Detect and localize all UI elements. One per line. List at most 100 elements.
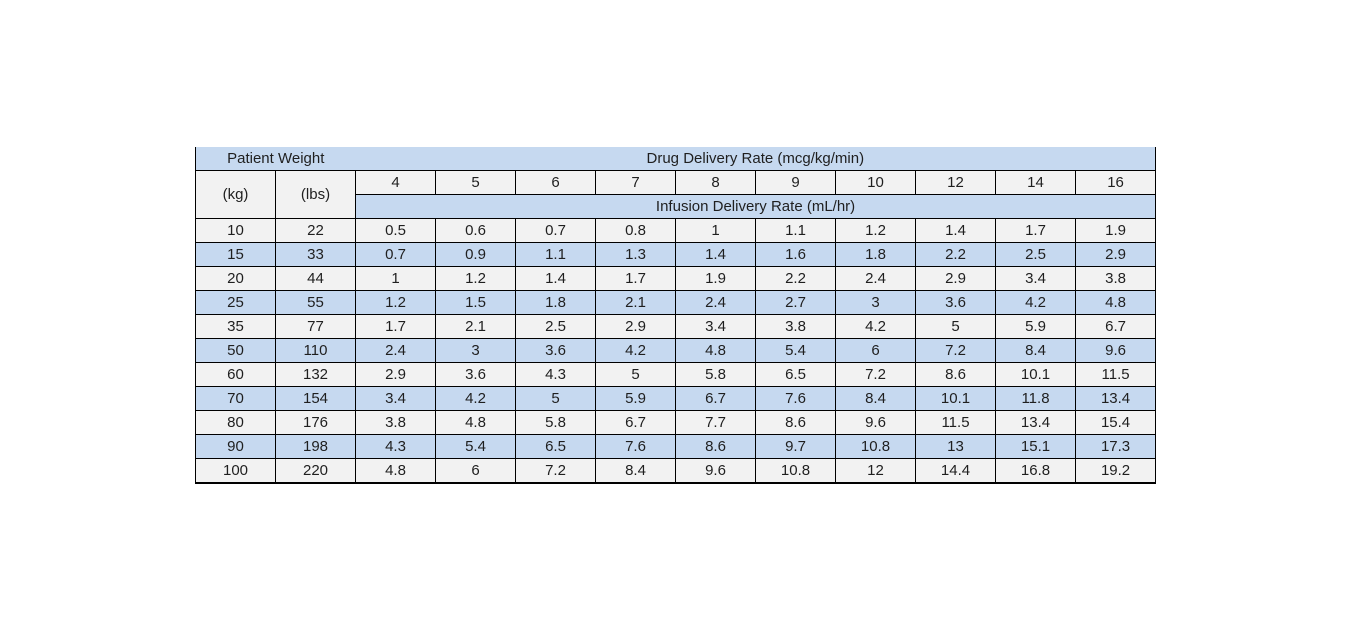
table-row: 15 33 0.7 0.9 1.1 1.3 1.4 1.6 1.8 2.2 2.5 2.9 (195, 242, 1157, 267)
infusion-rate-cell: 11.8 (995, 386, 1076, 411)
infusion-rate-cell: 6.7 (595, 410, 676, 435)
infusion-rate-cell: 1.2 (355, 290, 436, 315)
infusion-rate-cell: 6.5 (515, 434, 596, 459)
infusion-rate-cell: 3.8 (1074, 266, 1157, 291)
infusion-rate-cell: 9.6 (1074, 338, 1157, 363)
infusion-rate-cell: 2.4 (675, 290, 756, 315)
rate-column-header: 16 (1074, 170, 1157, 195)
infusion-rate-cell: 1.7 (595, 266, 676, 291)
infusion-rate-cell: 1.3 (595, 242, 676, 267)
infusion-rate-cell: 3.6 (915, 290, 996, 315)
infusion-rate-cell: 1.9 (1074, 218, 1157, 243)
infusion-rate-cell: 1.7 (995, 218, 1076, 243)
infusion-rate-cell: 0.5 (355, 218, 436, 243)
table-row: 25 55 1.2 1.5 1.8 2.1 2.4 2.7 3 3.6 4.2 4.8 (195, 290, 1157, 315)
infusion-rate-cell: 5 (515, 386, 596, 411)
table-header-row-infusion: Infusion Delivery Rate (mL/hr) (196, 194, 1157, 219)
infusion-rate-cell: 5.4 (435, 434, 516, 459)
infusion-rate-cell: 1.4 (515, 266, 596, 291)
rate-column-header: 4 (355, 170, 436, 195)
infusion-rate-cell: 5.8 (675, 362, 756, 387)
infusion-rate-cell: 5 (595, 362, 676, 387)
rate-column-header: 8 (675, 170, 756, 195)
infusion-rate-cell: 8.6 (755, 410, 836, 435)
infusion-rate-cell: 2.5 (515, 314, 596, 339)
infusion-delivery-rate-header: Infusion Delivery Rate (mL/hr) (354, 194, 1157, 219)
infusion-rate-cell: 1.4 (915, 218, 996, 243)
weight-kg-cell: 25 (195, 290, 276, 315)
infusion-rate-cell: 2.9 (1074, 242, 1157, 267)
weight-lbs-cell: 220 (275, 458, 356, 484)
infusion-rate-cell: 0.7 (355, 242, 436, 267)
infusion-rate-cell: 4.8 (1074, 290, 1157, 315)
infusion-rate-cell: 13.4 (1074, 386, 1157, 411)
infusion-rate-cell: 19.2 (1074, 458, 1157, 484)
infusion-rate-cell: 14.4 (915, 458, 996, 484)
drug-delivery-rate-header: Drug Delivery Rate (mcg/kg/min) (355, 147, 1157, 171)
infusion-rate-cell: 1.1 (755, 218, 836, 243)
weight-kg-cell: 80 (195, 410, 276, 435)
weight-lbs-cell: 132 (275, 362, 356, 387)
infusion-rate-cell: 3 (835, 290, 916, 315)
infusion-rate-cell: 4.2 (835, 314, 916, 339)
infusion-rate-cell: 11.5 (915, 410, 996, 435)
infusion-rate-cell: 1.5 (435, 290, 516, 315)
infusion-rate-cell: 5.8 (515, 410, 596, 435)
infusion-rate-cell: 2.9 (595, 314, 676, 339)
infusion-rate-cell: 8.4 (595, 458, 676, 484)
infusion-rate-cell: 0.8 (595, 218, 676, 243)
infusion-rate-cell: 10.1 (915, 386, 996, 411)
weight-lbs-cell: 22 (275, 218, 356, 243)
infusion-rate-cell: 2.9 (355, 362, 436, 387)
infusion-rate-cell: 2.4 (835, 266, 916, 291)
weight-kg-cell: 90 (195, 434, 276, 459)
weight-lbs-cell: 44 (275, 266, 356, 291)
lbs-column-header: (lbs) (275, 170, 356, 219)
weight-lbs-cell: 33 (275, 242, 356, 267)
weight-kg-cell: 100 (195, 458, 276, 484)
infusion-rate-cell: 2.9 (915, 266, 996, 291)
infusion-rate-cell: 15.4 (1074, 410, 1157, 435)
infusion-rate-cell: 5 (915, 314, 996, 339)
table-row: 20 44 1 1.2 1.4 1.7 1.9 2.2 2.4 2.9 3.4 3.8 (195, 266, 1157, 291)
infusion-rate-cell: 3 (435, 338, 516, 363)
infusion-rate-table: Patient Weight Drug Delivery Rate (mcg/k… (195, 147, 1157, 484)
infusion-rate-cell: 3.4 (675, 314, 756, 339)
table-body: 10 22 0.5 0.6 0.7 0.8 1 1.1 1.2 1.4 1.7 1.9 15 33 0.7 0… (195, 218, 1157, 484)
infusion-rate-cell: 4.8 (435, 410, 516, 435)
infusion-rate-cell: 6 (435, 458, 516, 484)
infusion-rate-cell: 7.2 (915, 338, 996, 363)
infusion-rate-cell: 15.1 (995, 434, 1076, 459)
infusion-rate-cell: 4.2 (435, 386, 516, 411)
infusion-rate-cell: 1.4 (675, 242, 756, 267)
infusion-rate-cell: 5.9 (995, 314, 1076, 339)
infusion-rate-cell: 3.8 (355, 410, 436, 435)
infusion-rate-cell: 2.2 (915, 242, 996, 267)
infusion-rate-cell: 1.2 (835, 218, 916, 243)
table-row: 100 220 4.8 6 7.2 8.4 9.6 10.8 12 14.4 16.8 19.2 (195, 458, 1157, 484)
infusion-rate-cell: 17.3 (1074, 434, 1157, 459)
infusion-rate-cell: 7.2 (835, 362, 916, 387)
weight-lbs-cell: 198 (275, 434, 356, 459)
infusion-rate-cell: 4.2 (595, 338, 676, 363)
infusion-rate-cell: 0.7 (515, 218, 596, 243)
infusion-rate-cell: 7.6 (595, 434, 676, 459)
table-row: 35 77 1.7 2.1 2.5 2.9 3.4 3.8 4.2 5 5.9 6.7 (195, 314, 1157, 339)
infusion-rate-cell: 4.8 (675, 338, 756, 363)
weight-lbs-cell: 55 (275, 290, 356, 315)
table-row: 80 176 3.8 4.8 5.8 6.7 7.7 8.6 9.6 11.5 13.4 15.4 (195, 410, 1157, 435)
rate-column-header: 6 (515, 170, 596, 195)
infusion-rate-cell: 3.4 (995, 266, 1076, 291)
rate-column-header: 10 (835, 170, 916, 195)
infusion-rate-cell: 9.7 (755, 434, 836, 459)
weight-kg-cell: 10 (195, 218, 276, 243)
infusion-rate-cell: 1.6 (755, 242, 836, 267)
infusion-rate-cell: 2.1 (435, 314, 516, 339)
weight-lbs-cell: 176 (275, 410, 356, 435)
infusion-rate-cell: 3.8 (755, 314, 836, 339)
infusion-rate-cell: 2.2 (755, 266, 836, 291)
weight-kg-cell: 60 (195, 362, 276, 387)
table-row: 90 198 4.3 5.4 6.5 7.6 8.6 9.7 10.8 13 15.1 17.3 (195, 434, 1157, 459)
infusion-rate-cell: 0.9 (435, 242, 516, 267)
